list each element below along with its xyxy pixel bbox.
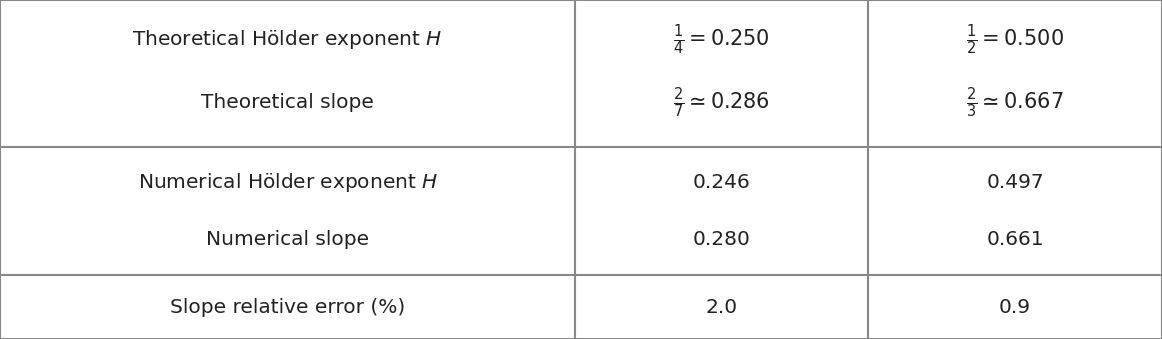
Text: 0.280: 0.280 (693, 230, 751, 249)
Text: 2.0: 2.0 (705, 298, 738, 317)
Text: Numerical Hölder exponent $H$: Numerical Hölder exponent $H$ (137, 172, 438, 195)
Text: 0.9: 0.9 (999, 298, 1031, 317)
Text: Numerical slope: Numerical slope (206, 230, 370, 249)
Text: 0.497: 0.497 (987, 174, 1043, 193)
Text: $\frac{1}{2} = 0.500$: $\frac{1}{2} = 0.500$ (966, 22, 1064, 57)
Text: 0.246: 0.246 (693, 174, 751, 193)
Text: $\frac{1}{4} = 0.250$: $\frac{1}{4} = 0.250$ (673, 22, 770, 57)
Text: 0.661: 0.661 (987, 230, 1043, 249)
Text: $\frac{2}{7} \simeq 0.286$: $\frac{2}{7} \simeq 0.286$ (673, 86, 770, 120)
Text: Theoretical slope: Theoretical slope (201, 94, 374, 113)
Text: Slope relative error (%): Slope relative error (%) (170, 298, 406, 317)
Text: Theoretical Hölder exponent $H$: Theoretical Hölder exponent $H$ (132, 28, 443, 51)
Text: $\frac{2}{3} \simeq 0.667$: $\frac{2}{3} \simeq 0.667$ (967, 86, 1063, 120)
